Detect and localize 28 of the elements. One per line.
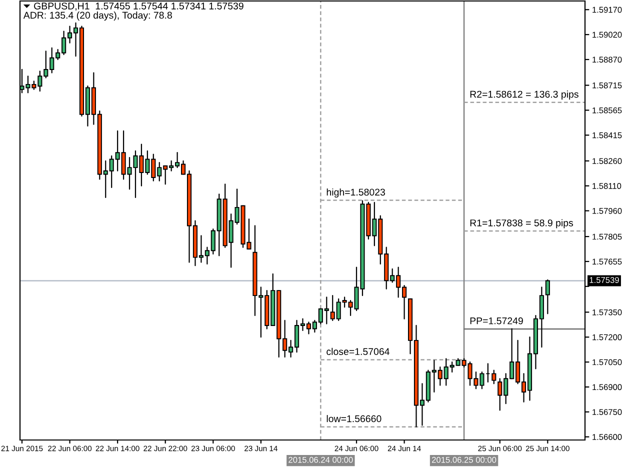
series-label: R2=1.58612 = 136.3 pips bbox=[470, 90, 578, 100]
y-tick-label: 1.56900 bbox=[592, 384, 622, 390]
y-tick-label: 1.57050 bbox=[592, 359, 622, 366]
y-tick-label: 1.59020 bbox=[592, 32, 622, 38]
y-tick-label: 1.57200 bbox=[592, 334, 622, 340]
y-tick-label: 1.58110 bbox=[592, 183, 622, 189]
ref-line-label: 1.57539 bbox=[590, 277, 619, 283]
y-tick-label: 1.58870 bbox=[592, 56, 622, 63]
y-tick-label: 1.57350 bbox=[592, 309, 622, 316]
series-label: high=1.58023 bbox=[326, 188, 385, 198]
chart-title: GBPUSD,H1 1.57455 1.57544 1.57341 1.57539 bbox=[34, 2, 244, 11]
y-tick-label: 1.57655 bbox=[592, 258, 622, 265]
y-tick-label: 1.56750 bbox=[592, 409, 622, 416]
series-label: PP=1.57249 bbox=[470, 317, 523, 324]
text: ADR: 135.4 (20 days), Today: 78.8 bbox=[23, 12, 172, 21]
ref-line-label: 2015.06.25 00:00 bbox=[432, 456, 496, 463]
y-tick-label: 1.58715 bbox=[592, 82, 622, 88]
y-tick-label: 1.58260 bbox=[592, 158, 622, 164]
y-tick-label: 1.56600 bbox=[592, 434, 622, 440]
y-tick-label: 1.57960 bbox=[592, 208, 622, 214]
y-tick-label: 1.58565 bbox=[592, 107, 622, 114]
y-tick-label: 1.59170 bbox=[592, 6, 622, 13]
series-label: R1=1.57838 = 58.9 pips bbox=[470, 219, 574, 228]
series-label: close=1.57064 bbox=[326, 348, 390, 356]
y-tick-label: 1.57805 bbox=[592, 234, 622, 240]
ref-line-label: 2015.06.24 00:00 bbox=[288, 456, 353, 463]
y-tick-label: 1.58415 bbox=[592, 132, 622, 138]
series-label: low=1.56660 bbox=[326, 415, 382, 422]
